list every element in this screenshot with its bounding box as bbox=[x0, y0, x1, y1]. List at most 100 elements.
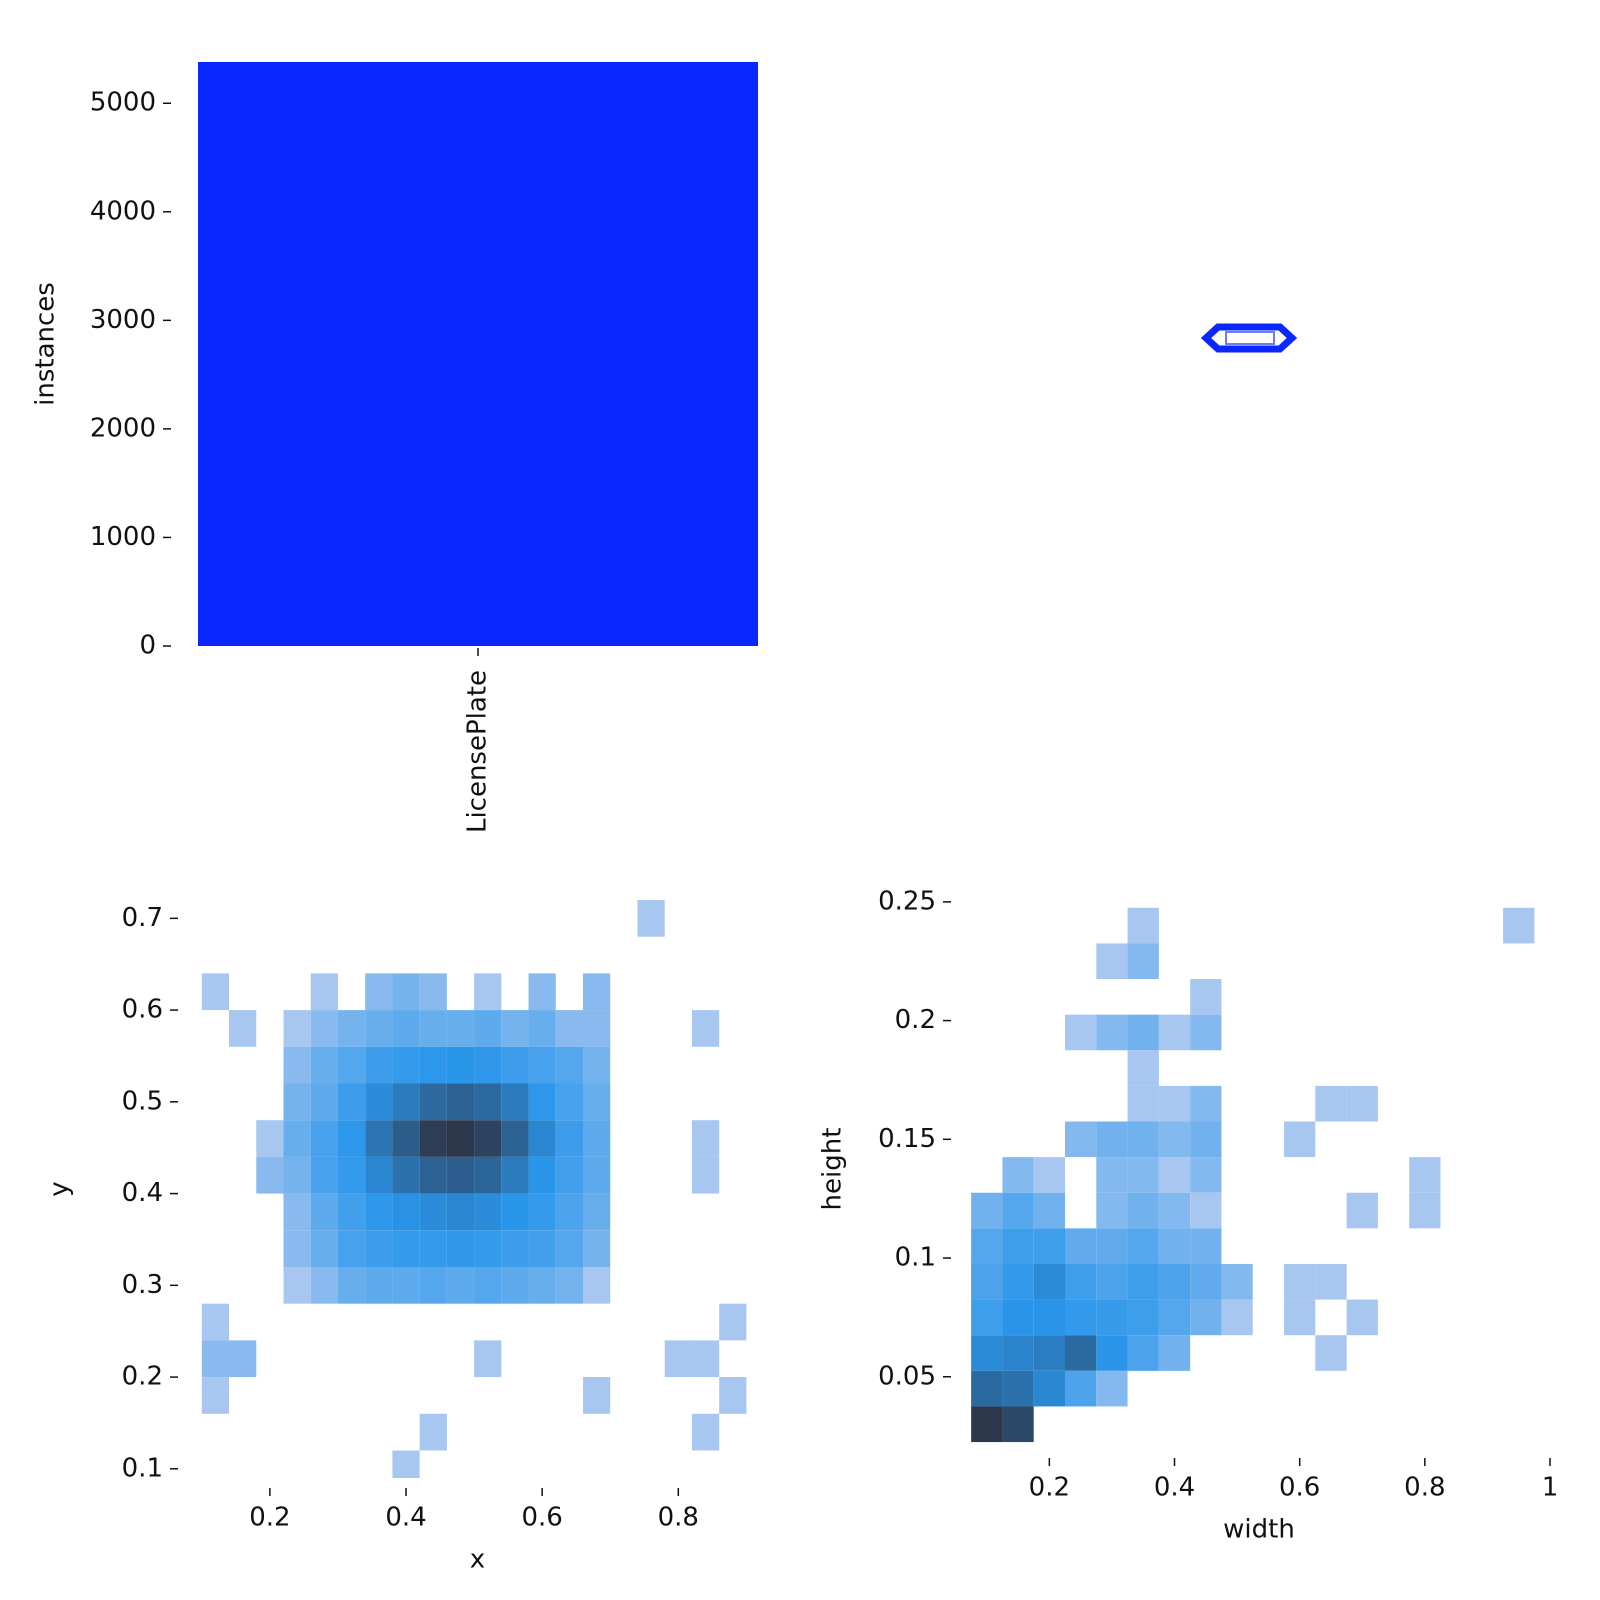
heat-cell bbox=[1065, 1370, 1097, 1407]
heat-cell bbox=[555, 1046, 584, 1084]
heat-cell bbox=[283, 1156, 311, 1194]
heat-cell bbox=[446, 1266, 475, 1304]
heat-cell bbox=[691, 1156, 720, 1194]
box-inner bbox=[1225, 331, 1275, 345]
heat-cell bbox=[1158, 1263, 1191, 1300]
heat-cell bbox=[1190, 1192, 1222, 1229]
heat-cell bbox=[337, 1193, 366, 1231]
heat-cell bbox=[446, 1083, 475, 1121]
y-tick-label: 0.1 bbox=[122, 1453, 163, 1483]
heat-cell bbox=[419, 1193, 447, 1231]
x-tick-label: LicensePlate bbox=[463, 670, 493, 833]
heat-cell bbox=[971, 1406, 1003, 1443]
y-axis-label: height bbox=[818, 1128, 848, 1211]
heat-cell bbox=[337, 1230, 366, 1267]
heat-cell bbox=[1284, 1121, 1316, 1158]
heat-cell bbox=[1190, 1299, 1222, 1336]
heat-cell bbox=[1221, 1299, 1253, 1336]
heat-cell bbox=[1033, 1370, 1065, 1407]
heat-cell bbox=[1284, 1263, 1316, 1300]
heat-cell bbox=[419, 1230, 447, 1267]
x-axis-label: width bbox=[1223, 1515, 1295, 1545]
heat-cell bbox=[583, 1083, 611, 1121]
heat-cell bbox=[691, 1413, 720, 1451]
heat-cell bbox=[1002, 1299, 1034, 1336]
heat-cell bbox=[528, 1083, 556, 1121]
heat-cell bbox=[474, 973, 502, 1011]
heat-cell bbox=[283, 1046, 311, 1084]
heat-cell bbox=[1190, 1014, 1222, 1051]
y-tick-label: 0 bbox=[139, 631, 156, 661]
heat-cell bbox=[229, 1340, 257, 1378]
heat-cell bbox=[1033, 1263, 1065, 1300]
heat-cell bbox=[1002, 1406, 1034, 1443]
heat-cell bbox=[583, 1266, 611, 1304]
heat-cell bbox=[637, 900, 665, 937]
heat-cell bbox=[1096, 1121, 1128, 1158]
heat-cell bbox=[1033, 1335, 1065, 1371]
heat-cell bbox=[392, 1230, 420, 1267]
x-tick-label: 0.4 bbox=[1154, 1473, 1195, 1503]
heat-cell bbox=[1096, 1014, 1128, 1051]
heat-cell bbox=[1190, 1085, 1222, 1122]
heat-cell bbox=[256, 1156, 284, 1194]
heat-cell bbox=[1190, 1157, 1222, 1193]
y-tick-label: 0.15 bbox=[878, 1124, 936, 1154]
heat-cell bbox=[1158, 1085, 1191, 1122]
heat-cell bbox=[1096, 1192, 1128, 1229]
y-axis-label: y bbox=[45, 1181, 75, 1196]
heat-cell bbox=[1065, 1121, 1097, 1158]
heat-cell bbox=[392, 1266, 420, 1304]
heat-cell bbox=[365, 1083, 393, 1121]
heat-cell bbox=[419, 1413, 447, 1451]
heat-cell bbox=[1096, 1228, 1128, 1264]
heat-cell bbox=[446, 1156, 475, 1194]
heat-cell bbox=[1127, 1085, 1159, 1122]
heat-cell bbox=[501, 1230, 529, 1267]
heat-cell bbox=[583, 1377, 611, 1414]
y-tick-label: 4000 bbox=[90, 196, 156, 226]
heat-cell bbox=[365, 1266, 393, 1304]
heat-cell bbox=[1065, 1014, 1097, 1051]
heat-cell bbox=[1096, 1335, 1128, 1371]
y-tick-label: 2000 bbox=[90, 413, 156, 443]
x-tick-label: 0.8 bbox=[658, 1503, 699, 1533]
heat-cell bbox=[555, 1120, 584, 1157]
y-tick-label: 0.25 bbox=[878, 886, 936, 916]
heat-cell bbox=[446, 1046, 475, 1084]
heat-cell bbox=[555, 1193, 584, 1231]
heat-cell bbox=[1033, 1299, 1065, 1336]
x-tick-label: 0.6 bbox=[521, 1503, 562, 1533]
heat-cell bbox=[1409, 1157, 1441, 1193]
heat-cell bbox=[583, 1156, 611, 1194]
heat-cell bbox=[1127, 1014, 1159, 1051]
heat-cell bbox=[365, 973, 393, 1011]
heat-cell bbox=[528, 1230, 556, 1267]
heat-cell bbox=[1002, 1335, 1034, 1371]
x-axis-label: x bbox=[470, 1545, 485, 1575]
heat-cell bbox=[555, 1010, 584, 1047]
heat-cell bbox=[1315, 1263, 1347, 1300]
heat-cell bbox=[1002, 1157, 1034, 1193]
heat-cell bbox=[392, 1120, 420, 1157]
heat-cell bbox=[1065, 1228, 1097, 1264]
heat-cell bbox=[501, 1120, 529, 1157]
box-overlay bbox=[1200, 323, 1298, 353]
heat-cell bbox=[719, 1303, 747, 1341]
heat-cell bbox=[1127, 1299, 1159, 1336]
y-tick-label: 0.2 bbox=[895, 1005, 936, 1035]
heat-cell bbox=[583, 1046, 611, 1084]
heat-cell bbox=[1346, 1085, 1378, 1122]
heat-cell bbox=[201, 1377, 230, 1414]
heat-cell bbox=[310, 1230, 338, 1267]
heat-cell bbox=[446, 1120, 475, 1157]
heat-cell bbox=[1127, 1335, 1159, 1371]
heat-cell bbox=[1190, 1121, 1222, 1158]
heat-cell bbox=[474, 1340, 502, 1378]
heat-cell bbox=[337, 1046, 366, 1084]
heat-cell bbox=[419, 1120, 447, 1157]
y-tick-label: 0.7 bbox=[122, 903, 163, 933]
heat-cell bbox=[1065, 1335, 1097, 1371]
